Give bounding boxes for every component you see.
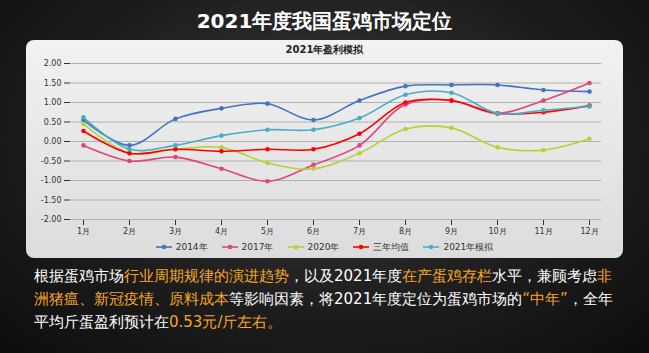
svg-text:4月: 4月 [215,227,228,236]
svg-text:10月: 10月 [488,227,506,236]
svg-text:9月: 9月 [445,227,458,236]
svg-text:1.00: 1.00 [44,98,62,107]
html-text:2021年度我国蛋鸡市场定位: 2021年度我国蛋鸡市场定位 [196,9,453,33]
html-text:2017年: 2017年 [241,241,274,252]
svg-text:-2.00: -2.00 [41,215,62,224]
svg-text:7月: 7月 [353,227,366,236]
svg-text:2月: 2月 [123,227,136,236]
html-text:2014年: 2014年 [175,241,208,252]
svg-text:6月: 6月 [307,227,320,236]
html-text:三年均值: 三年均值 [373,241,410,252]
svg-text:12月: 12月 [580,227,598,236]
html-text:根据蛋鸡市场行业周期规律的演进趋势，以及2021年度在产蛋鸡: 根据蛋鸡市场行业周期规律的演进趋势，以及2021年度在产蛋鸡存栏水平，兼顾考虑非… [34,267,613,331]
svg-text:0.00: 0.00 [44,137,62,146]
svg-text:-1.00: -1.00 [41,176,62,185]
html-text:2021年盈利模拟: 2021年盈利模拟 [285,44,364,55]
svg-text:-1.50: -1.50 [41,196,62,205]
svg-text:3月: 3月 [169,227,182,236]
html-text:2020年: 2020年 [307,241,340,252]
svg-text:2.00: 2.00 [44,59,62,68]
svg-text:5月: 5月 [261,227,274,236]
svg-text:-0.50: -0.50 [41,157,62,166]
svg-text:8月: 8月 [399,227,412,236]
svg-text:11月: 11月 [534,227,552,236]
svg-text:1月: 1月 [77,227,90,236]
html-text:2021年模拟: 2021年模拟 [443,241,494,252]
svg-text:0.50: 0.50 [44,118,62,127]
svg-text:1.50: 1.50 [44,79,62,88]
